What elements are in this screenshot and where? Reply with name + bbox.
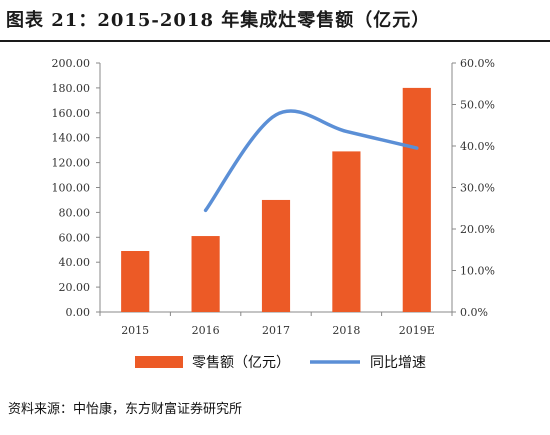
x-tick-label: 2016 — [192, 324, 220, 337]
y-right-tick-label: 40.0% — [460, 140, 495, 153]
x-tick-label: 2017 — [262, 324, 290, 337]
y-right-tick-label: 60.0% — [460, 57, 495, 70]
y-left-tick-label: 0.00 — [66, 306, 91, 319]
y-left-tick-label: 160.00 — [52, 107, 91, 120]
legend-bar-swatch — [135, 356, 183, 368]
y-right-tick-label: 0.0% — [460, 306, 488, 319]
x-tick-label: 2018 — [332, 324, 360, 337]
y-right-tick-label: 20.0% — [460, 223, 495, 236]
bar-2018 — [332, 151, 361, 312]
bar-2015 — [121, 250, 150, 312]
chart-title: 图表 21：2015-2018 年集成灶零售额（亿元） — [6, 10, 431, 31]
source-note: 资料来源：中怡康，东方财富证券研究所 — [8, 402, 243, 417]
legend-line-label: 同比增速 — [370, 355, 426, 371]
title-divider — [0, 40, 550, 42]
bar-2019E — [402, 87, 431, 313]
y-left-tick-label: 200.00 — [52, 57, 91, 70]
bar-2017 — [261, 199, 291, 312]
y-left-tick-label: 140.00 — [52, 132, 91, 145]
y-left-tick-label: 120.00 — [52, 157, 91, 170]
y-left-tick-label: 100.00 — [52, 182, 91, 195]
y-right-tick-label: 50.0% — [460, 99, 495, 112]
y-right-tick-label: 10.0% — [460, 265, 495, 278]
y-left-tick-label: 60.00 — [59, 231, 91, 244]
growth-rate-line — [203, 109, 419, 213]
y-left-tick-label: 40.00 — [59, 256, 91, 269]
legend-bar-label: 零售额（亿元） — [192, 355, 290, 371]
y-left-tick-label: 180.00 — [52, 82, 91, 95]
y-right-tick-label: 30.0% — [460, 182, 495, 195]
y-left-tick-label: 20.00 — [59, 281, 91, 294]
x-tick-label: 2015 — [121, 324, 149, 337]
bar-2016 — [191, 236, 220, 312]
y-left-tick-label: 80.00 — [59, 206, 91, 219]
x-tick-label: 2019E — [399, 324, 435, 337]
